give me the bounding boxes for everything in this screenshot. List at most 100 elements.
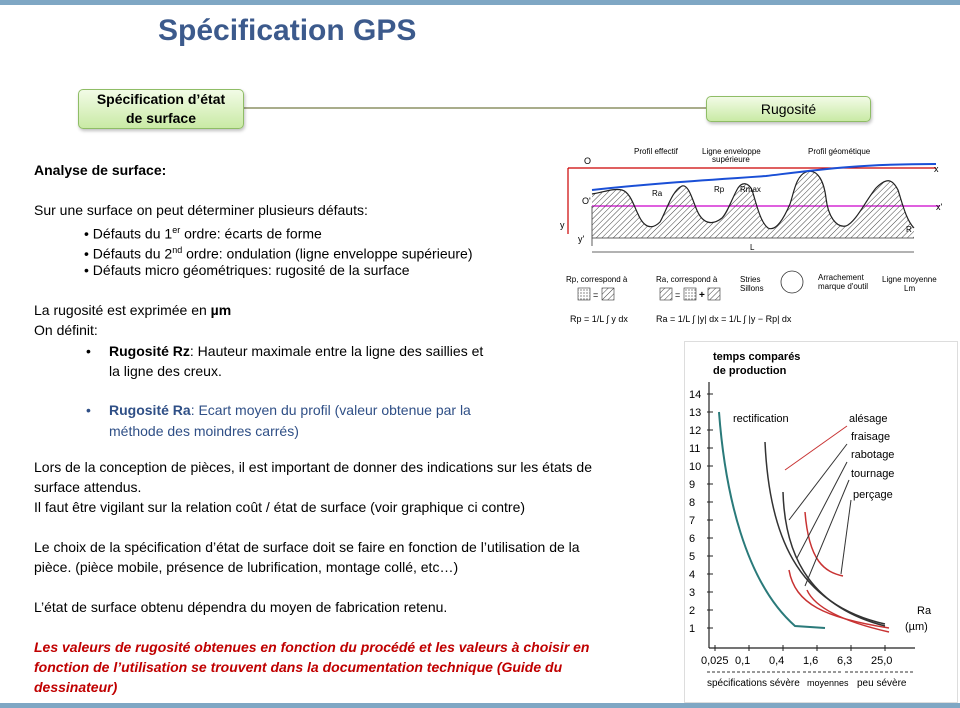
on-definit: On définit: — [34, 322, 98, 338]
rp-dots-box — [577, 287, 591, 301]
y-tick-label: 1 — [689, 623, 695, 635]
y-tick-label: 8 — [689, 497, 695, 509]
unit-line: La rugosité est exprimée en µm — [34, 300, 231, 320]
label-x: x — [934, 164, 939, 174]
ra-dots-box — [683, 287, 697, 301]
red-note-line3: dessinateur) — [34, 679, 118, 695]
rz-text-2: la ligne des creux. — [109, 363, 222, 379]
x-tick-label: 1,6 — [803, 655, 818, 667]
label-L: L — [750, 243, 755, 252]
ra-text-1: : Ecart moyen du profil (valeur obtenue … — [190, 402, 471, 418]
profile-svg: Profil effectif Ligne enveloppe supérieu… — [560, 147, 943, 324]
ra-plus-sign: + — [699, 290, 705, 301]
defect-3-text: • Défauts micro géométriques: rugosité d… — [84, 262, 410, 278]
label-lm-1: Ligne moyenne — [882, 275, 937, 284]
bottom-border — [0, 703, 960, 708]
rp-hatch-box — [601, 287, 615, 301]
label-Oprime: O' — [582, 196, 591, 206]
rp-eq-sign: = — [593, 290, 598, 300]
y-tick-label: 12 — [689, 425, 701, 437]
y-tick-label: 14 — [689, 389, 701, 401]
label-Rmax: Rmax — [740, 185, 761, 194]
x-tick-label: 0,1 — [735, 655, 750, 667]
zone-severe: spécifications sévère — [707, 678, 800, 689]
label-profil-geo: Profil géométique — [808, 147, 871, 156]
y-tick-label: 4 — [689, 569, 695, 581]
label-arr-1: Arrachement — [818, 273, 865, 282]
ra-label: Rugosité Ra — [109, 402, 191, 418]
section-heading: Analyse de surface: — [34, 162, 167, 178]
y-tick-label: 10 — [689, 461, 701, 473]
y-tick-label: 11 — [689, 443, 700, 455]
profile-diagram: Profil effectif Ligne enveloppe supérieu… — [556, 142, 948, 332]
production-time-chart: temps comparés de production 14 13 12 11 10 9… — [684, 341, 958, 703]
label-yprime: y' — [578, 234, 585, 244]
para1-line2: surface attendus. — [34, 479, 142, 495]
ra-eq-sign: = — [675, 290, 680, 300]
defect-1-prefix: • Défauts du 1 — [84, 225, 173, 242]
label-Rp: Rp — [714, 185, 725, 194]
arrow-alesage — [784, 425, 848, 471]
label-Ra: Ra — [652, 189, 663, 198]
top-border — [0, 0, 960, 5]
chart-xlabel-1: Ra — [917, 605, 932, 617]
unit-value: µm — [210, 302, 232, 318]
stries-circle-icon — [780, 270, 804, 294]
arrow-percage — [840, 499, 852, 575]
label-y: y — [560, 220, 565, 230]
curve-rectification — [718, 411, 826, 629]
rz-text-1: : Hauteur maximale entre la ligne des sa… — [189, 343, 484, 359]
spec-surface-box: Spécification d’état de surface — [78, 89, 244, 129]
curve-rabotage — [788, 569, 890, 629]
label-rp-corr: Rp, correspond à — [566, 275, 628, 284]
para3: L’état de surface obtenu dépendra du moy… — [34, 599, 448, 615]
arrow-tournage — [804, 479, 850, 587]
defect-2-suffix: ordre: ondulation (ligne enveloppe supér… — [182, 245, 473, 262]
defect-item-3: • Défauts micro géométriques: rugosité d… — [84, 260, 410, 280]
ra-formula: Ra = 1/L ∫ |y| dx = 1/L ∫ |y − Rp| dx — [656, 314, 792, 324]
defect-1-suffix: ordre: écarts de forme — [180, 225, 322, 242]
y-tick-label: 13 — [689, 407, 701, 419]
label-xprime: x' — [936, 202, 943, 212]
defect-1-sup: er — [172, 225, 181, 235]
envelope-line — [591, 163, 937, 191]
x-tick-label: 0,025 — [701, 655, 729, 667]
x-tick-label: 25,0 — [871, 655, 892, 667]
ra-text-2: méthode des moindres carrés) — [109, 423, 299, 439]
y-tick-label: 3 — [689, 587, 695, 599]
chart-ylabel-2: de production — [713, 365, 787, 377]
label-ligne-env-2: supérieure — [712, 155, 750, 164]
label-percage: perçage — [853, 489, 893, 501]
ra-hatch-box-2 — [707, 287, 721, 301]
ra-bullet: • — [86, 402, 91, 418]
chart-ylabel-1: temps comparés — [713, 351, 800, 363]
para1-line3: Il faut être vigilant sur la relation co… — [34, 499, 526, 515]
label-ra-corr: Ra, correspond à — [656, 275, 718, 284]
defect-item-2: • Défauts du 2nd ordre: ondulation (lign… — [84, 240, 473, 264]
x-tick-group: 0,025 0,1 0,4 1,6 6,3 25,0 — [701, 645, 892, 667]
rz-bullet: • — [86, 343, 91, 359]
unit-prefix: La rugosité est exprimée en — [34, 302, 211, 318]
y-tick-label: 7 — [689, 515, 695, 527]
label-rabotage: rabotage — [851, 449, 894, 461]
label-alesage: alésage — [849, 413, 888, 425]
x-tick-label: 0,4 — [769, 655, 784, 667]
spec-surface-line2: de surface — [125, 110, 197, 126]
curve-fraisage — [782, 491, 886, 627]
label-R: R — [906, 225, 912, 234]
label-stries-1: Stries — [740, 275, 760, 284]
label-fraisage: fraisage — [851, 431, 890, 443]
ra-hatch-box — [659, 287, 673, 301]
label-O: O — [584, 156, 591, 166]
defect-2-prefix: • Défauts du 2 — [84, 245, 173, 262]
rp-formula: Rp = 1/L ∫ y dx — [570, 314, 628, 324]
profile-curve — [591, 170, 915, 230]
label-profil-effectif: Profil effectif — [634, 147, 679, 156]
label-arr-2: marque d'outil — [818, 282, 868, 291]
curve-tournage — [804, 511, 844, 577]
zone-peu-severe: peu sévère — [857, 678, 907, 689]
para2-line2: pièce. (pièce mobile, présence de lubrif… — [34, 559, 459, 575]
chart-svg: temps comparés de production 14131211109… — [689, 351, 932, 689]
ra-line-1: Rugosité Ra: Ecart moyen du profil (vale… — [109, 400, 471, 420]
defect-2-sup: nd — [172, 245, 183, 255]
